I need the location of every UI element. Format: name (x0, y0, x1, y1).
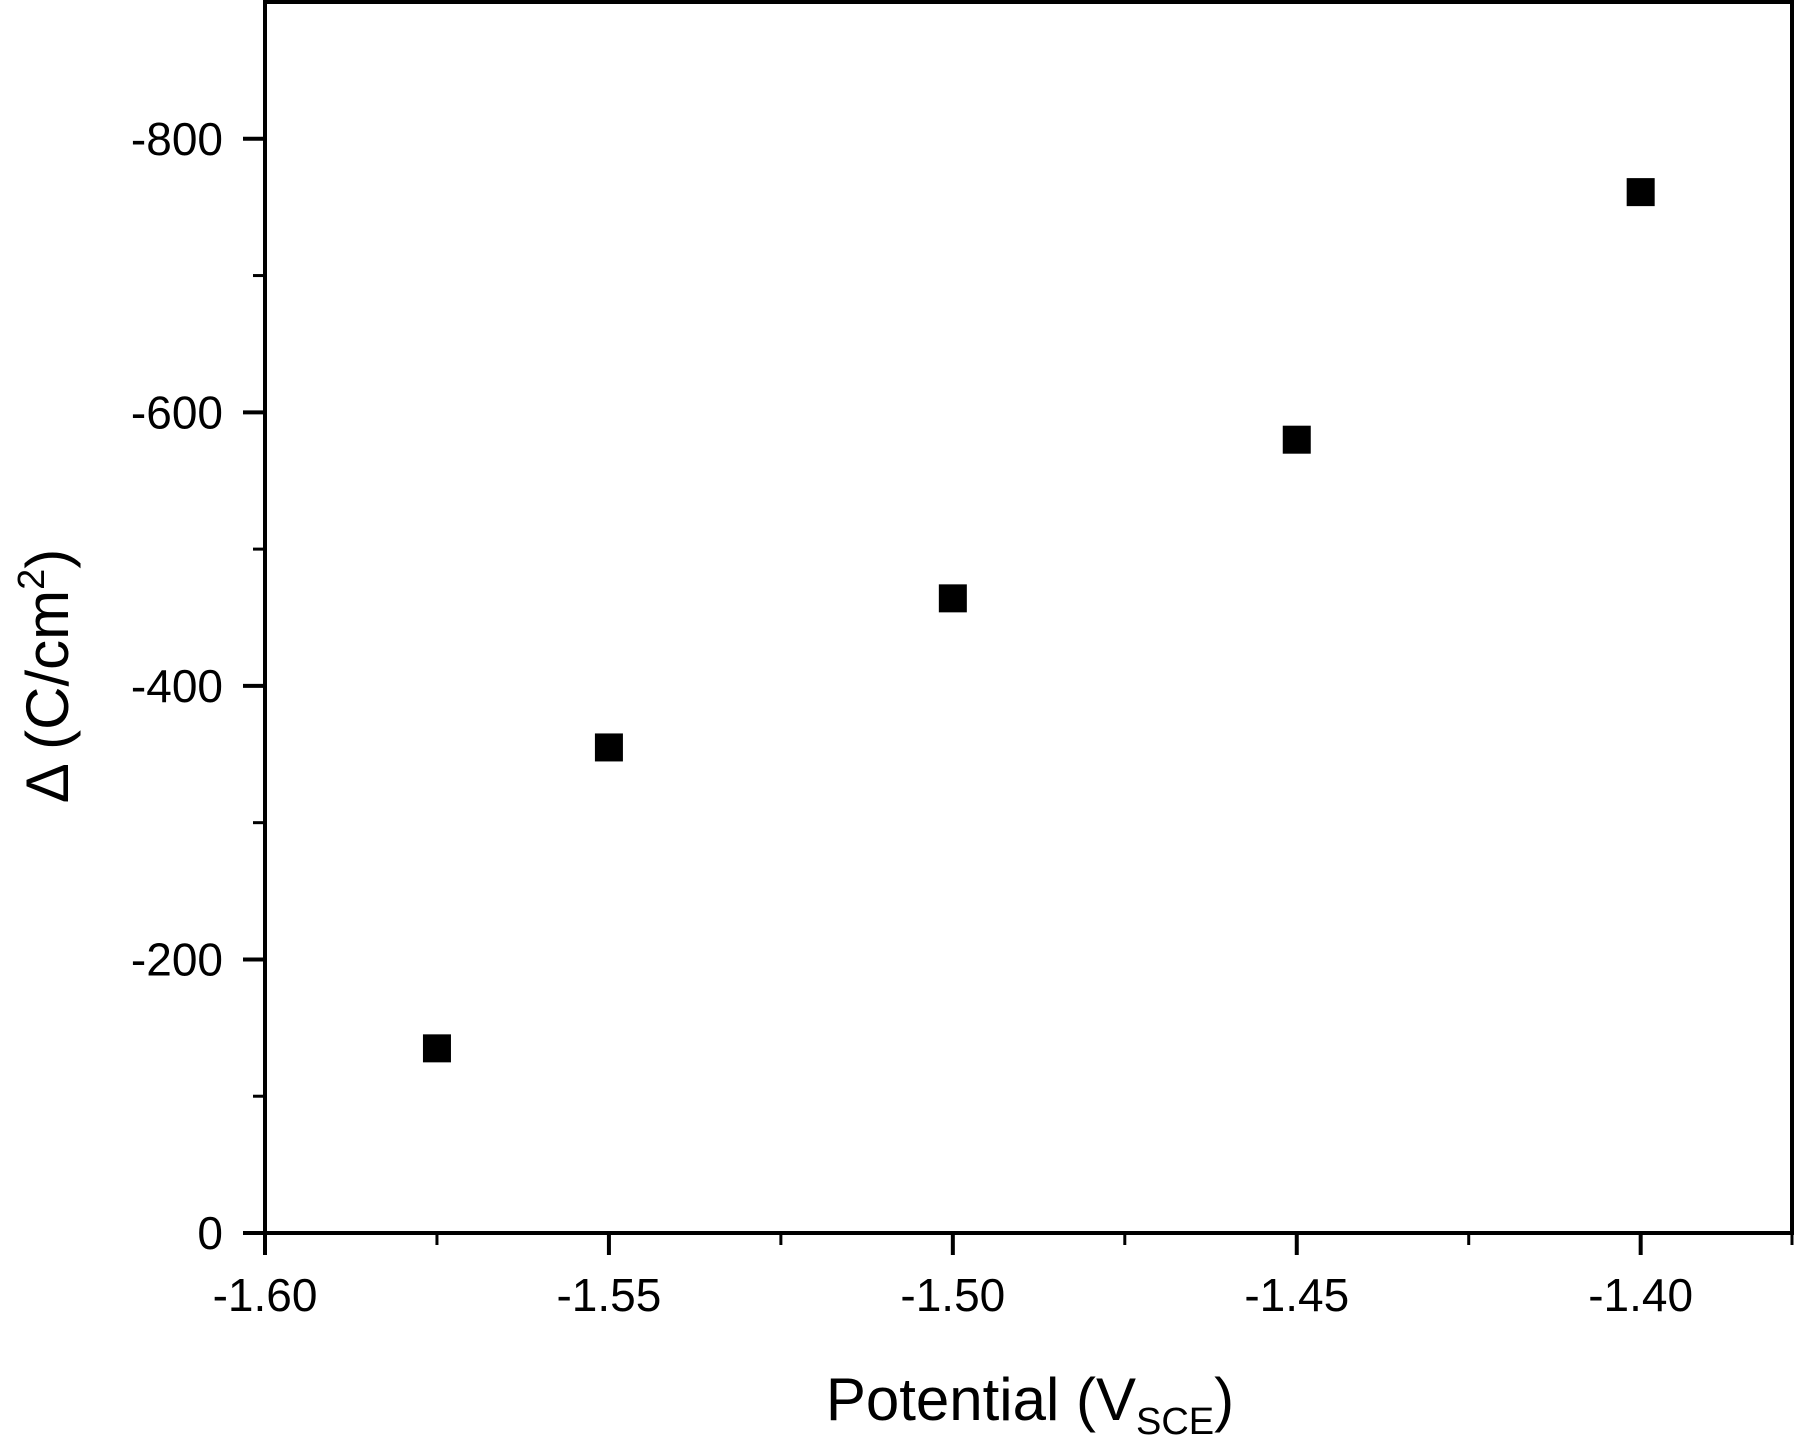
data-point-square (1626, 178, 1655, 207)
y-tick-label: -800 (131, 113, 223, 165)
x-tick-label: -1.45 (1244, 1269, 1349, 1321)
y-tick-label: -200 (131, 933, 223, 985)
y-axis-ticks: 0 -200 -400 -600 -800 (131, 113, 265, 1259)
data-point-square (1282, 425, 1311, 454)
data-point-square (594, 733, 623, 762)
plot-frame (263, 0, 1794, 1235)
data-point-square (938, 584, 967, 613)
x-axis-ticks: -1.60 -1.55 -1.50 -1.45 -1.40 (213, 1233, 1794, 1321)
y-axis-label: Δ (C/cm2) (11, 549, 81, 804)
x-tick-label: -1.50 (900, 1269, 1005, 1321)
data-point-square (422, 1034, 451, 1063)
y-tick-label: -600 (131, 386, 223, 438)
y-tick-label: 0 (197, 1207, 223, 1259)
data-markers (422, 178, 1655, 1063)
x-tick-label: -1.60 (213, 1269, 318, 1321)
x-axis-label: Potential (VSCE) (826, 1366, 1234, 1443)
x-tick-label: -1.55 (556, 1269, 661, 1321)
y-tick-label: -400 (131, 660, 223, 712)
x-tick-label: -1.40 (1588, 1269, 1693, 1321)
plot-border (263, 0, 1794, 1235)
